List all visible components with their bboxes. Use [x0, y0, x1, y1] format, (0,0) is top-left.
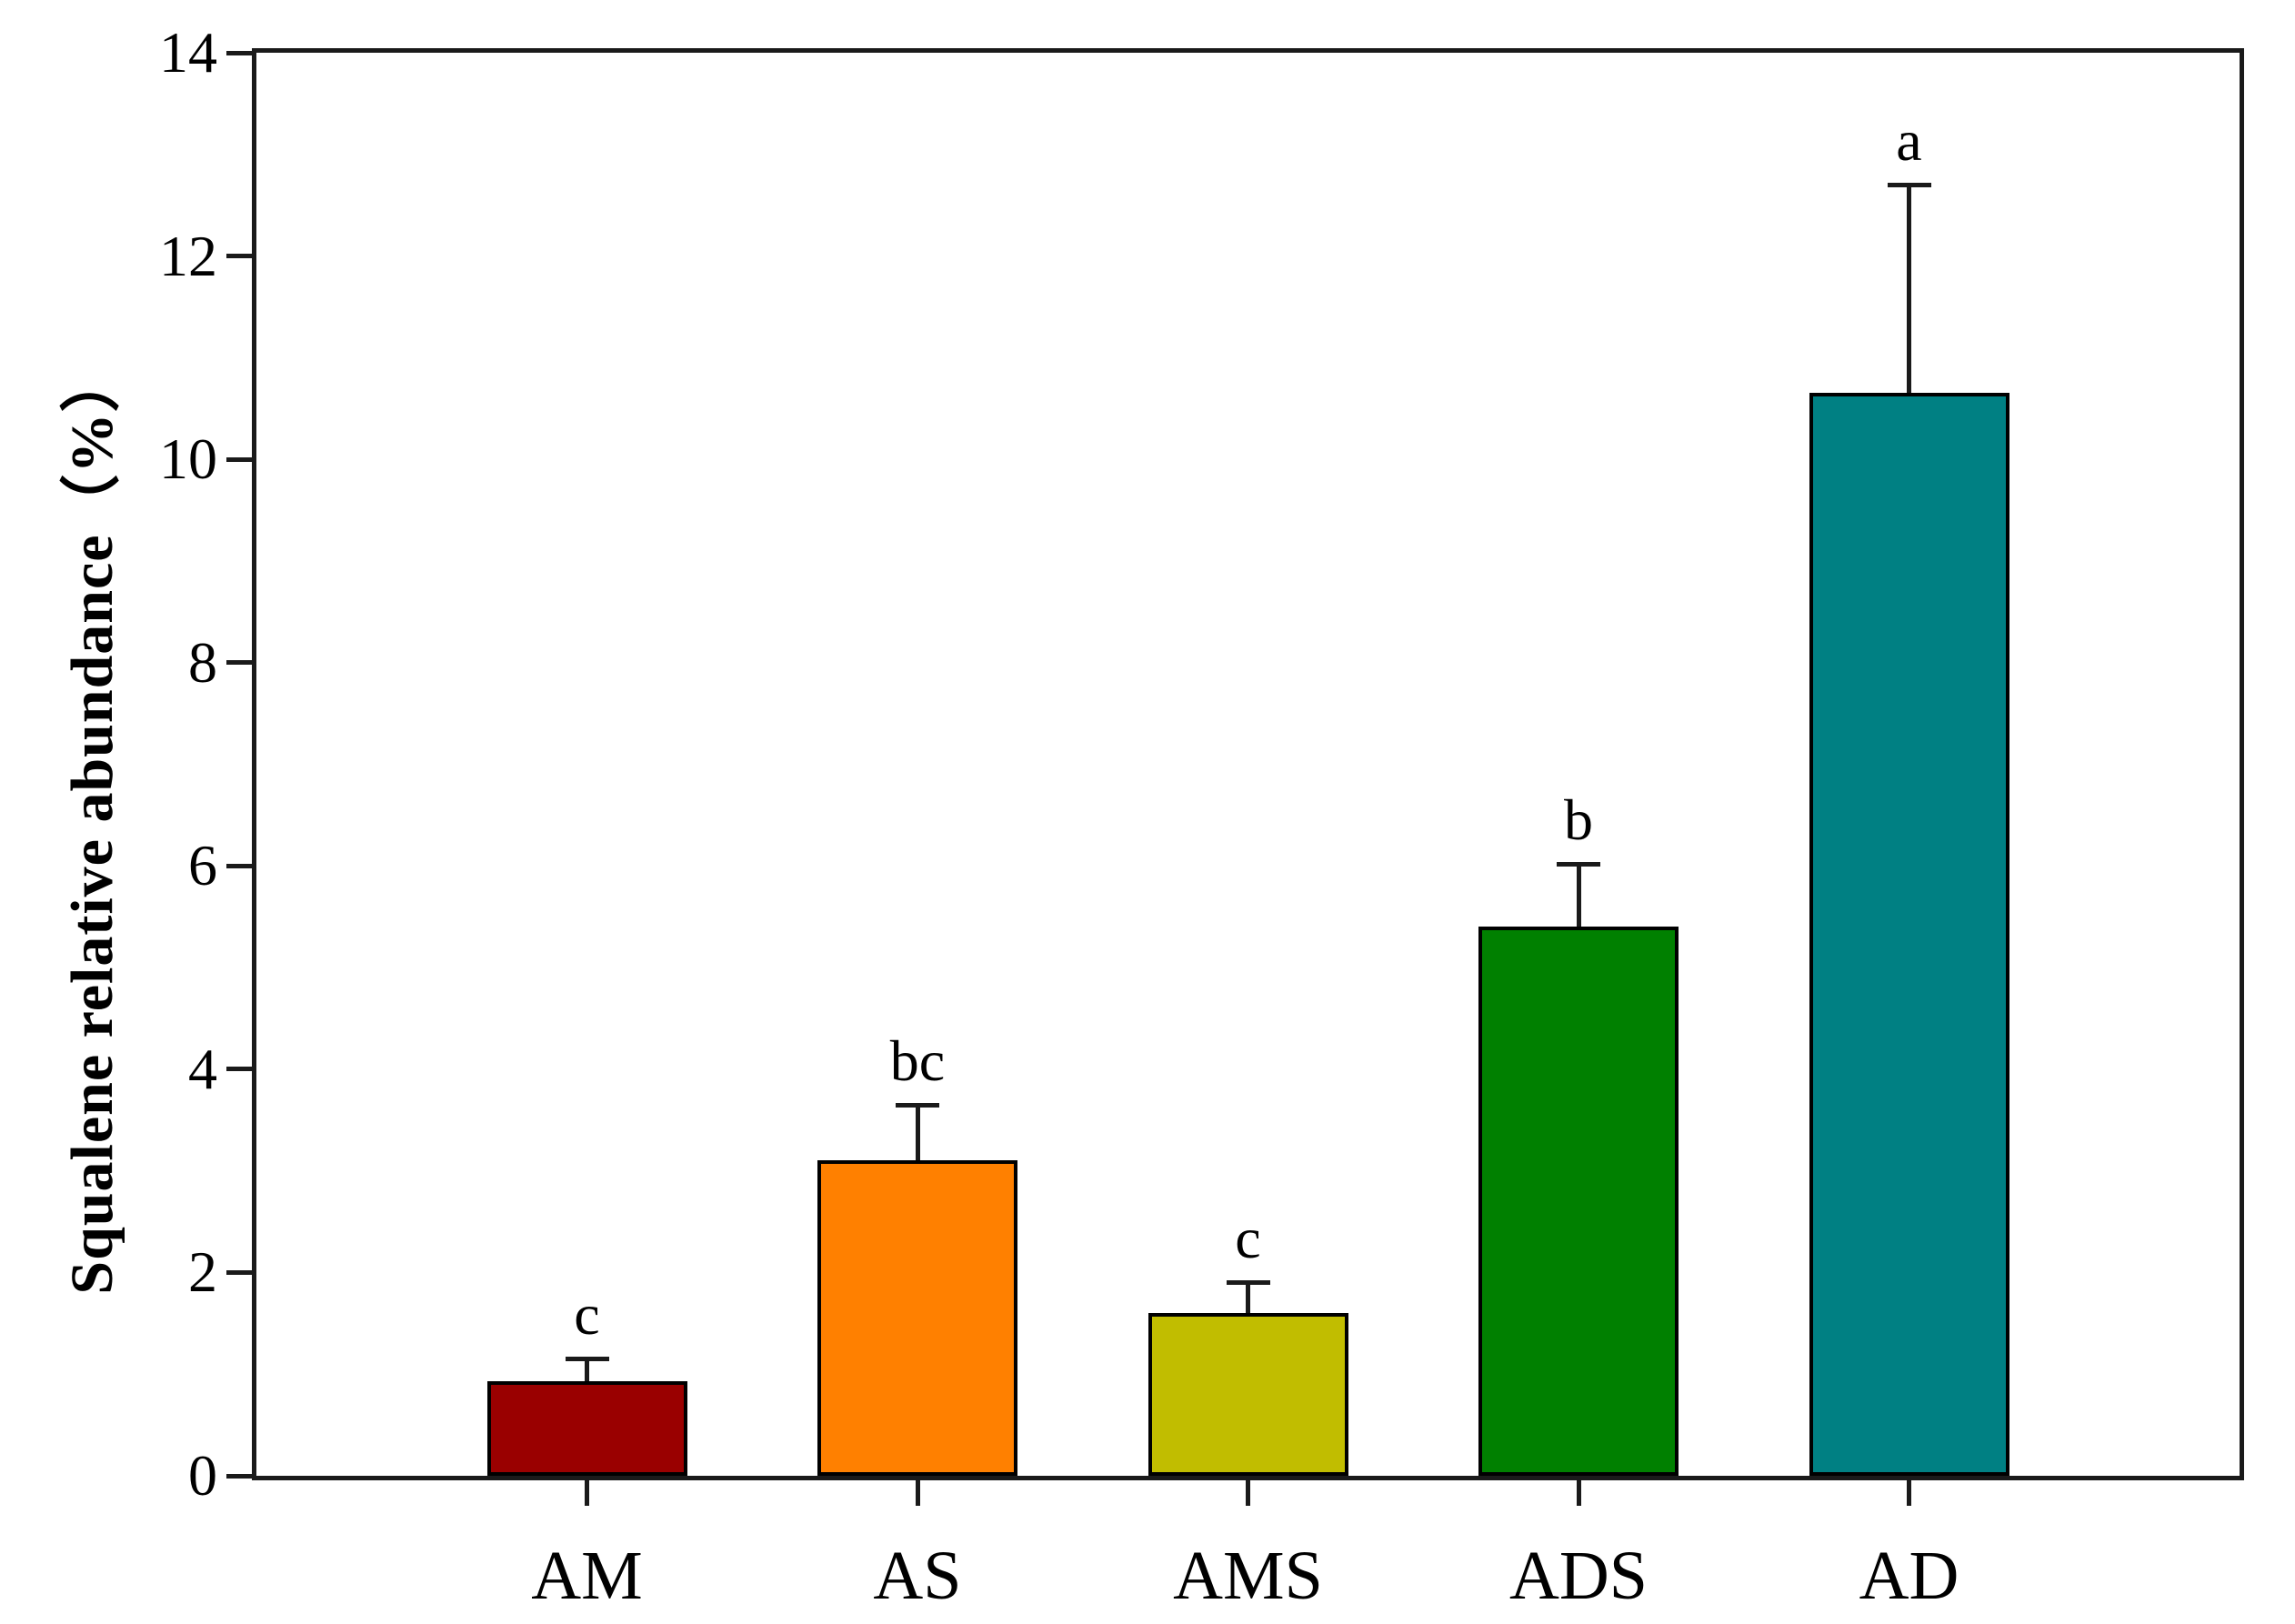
bar-as [817, 1160, 1017, 1476]
x-axis-tick-label: AMS [1173, 1538, 1323, 1614]
significance-letter: b [1564, 787, 1593, 853]
y-axis-tick [226, 254, 252, 259]
bar-ads [1478, 927, 1679, 1476]
error-bar-cap [896, 1102, 939, 1108]
x-axis-tick [1246, 1480, 1250, 1506]
x-axis-tick-label: AM [531, 1538, 643, 1614]
y-axis-tick [226, 456, 252, 462]
y-axis-tick [226, 50, 252, 55]
error-bar-stem [915, 1105, 920, 1161]
error-bar-stem [1907, 185, 1911, 394]
error-bar-cap [565, 1357, 609, 1362]
error-bar-cap [1226, 1279, 1270, 1285]
x-axis-tick-label: AS [873, 1538, 962, 1614]
error-bar-stem [1576, 864, 1581, 927]
significance-letter: a [1896, 108, 1922, 174]
x-axis-tick [1576, 1480, 1581, 1506]
error-bar-cap [1887, 183, 1931, 188]
error-bar-cap [1557, 862, 1600, 867]
y-axis-tick-label: 8 [188, 629, 217, 695]
x-axis-tick-label: ADS [1508, 1538, 1649, 1614]
y-axis-tick-label: 14 [159, 20, 217, 85]
y-axis-tick [226, 1473, 252, 1479]
error-bar-stem [585, 1358, 589, 1382]
y-axis-tick [226, 863, 252, 868]
significance-letter: c [574, 1282, 600, 1348]
y-axis-tick-label: 12 [159, 223, 217, 288]
x-axis-tick [585, 1480, 589, 1506]
y-axis-tick [226, 1269, 252, 1275]
bar-am [486, 1381, 687, 1476]
y-axis-tick-label: 4 [188, 1036, 217, 1101]
y-axis-tick-label: 10 [159, 426, 217, 492]
y-axis-tick [226, 660, 252, 666]
x-axis-tick [1907, 1480, 1911, 1506]
bar-ams [1148, 1313, 1348, 1476]
y-axis-tick-label: 0 [188, 1443, 217, 1508]
x-axis-tick [915, 1480, 920, 1506]
y-axis-tick [226, 1067, 252, 1072]
x-axis-tick-label: AD [1859, 1538, 1959, 1614]
y-axis-tick-label: 2 [188, 1239, 217, 1305]
significance-letter: c [1235, 1205, 1261, 1270]
bar-ad [1809, 393, 2009, 1476]
error-bar-stem [1246, 1281, 1250, 1314]
plot-area: 0 2 4 6 8 10 12 14 c AM bc AS c AMS b ADS a AD [159, 24, 2244, 1610]
y-axis-tick-label: 6 [188, 833, 217, 898]
y-axis-title: Squalene relative abundance（%） [59, 351, 125, 1295]
significance-letter: bc [889, 1028, 946, 1093]
